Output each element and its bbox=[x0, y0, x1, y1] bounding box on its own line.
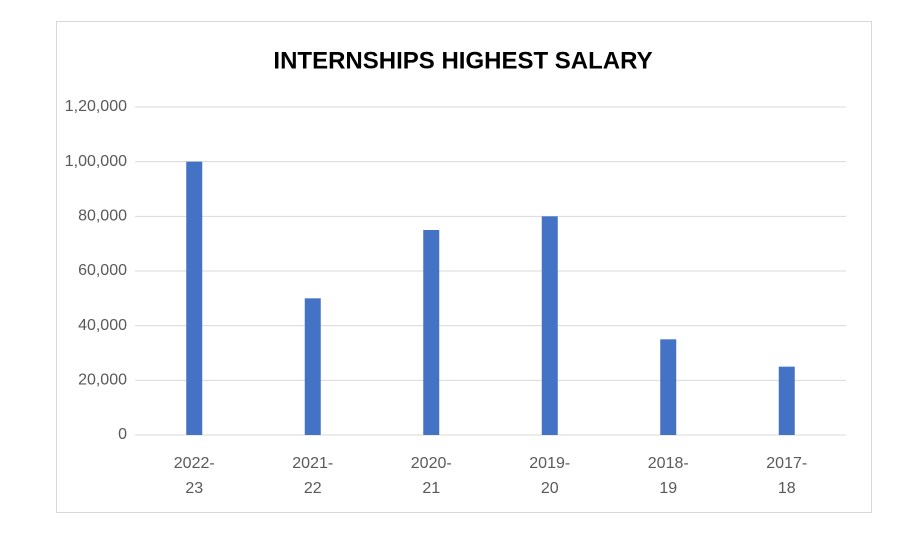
chart-title: INTERNSHIPS HIGHEST SALARY bbox=[273, 47, 652, 74]
y-tick-label: 1,20,000 bbox=[65, 98, 127, 115]
bar bbox=[304, 298, 321, 435]
bar bbox=[778, 366, 795, 435]
y-tick-label: 1,00,000 bbox=[65, 153, 127, 170]
x-tick-label: 2018-19 bbox=[648, 455, 689, 497]
x-tick-label: 2019-20 bbox=[529, 455, 570, 497]
bar bbox=[423, 230, 440, 435]
bar bbox=[541, 216, 558, 435]
bar bbox=[660, 339, 677, 435]
x-tick-label: 2021-22 bbox=[292, 455, 333, 497]
x-tick-label: 2022-23 bbox=[174, 455, 215, 497]
x-tick-label: 2017-18 bbox=[766, 455, 807, 497]
y-tick-label: 20,000 bbox=[78, 372, 127, 389]
y-tick-label: 60,000 bbox=[78, 262, 127, 279]
y-tick-label: 80,000 bbox=[78, 208, 127, 225]
x-tick-label: 2020-21 bbox=[411, 455, 452, 497]
chart-border bbox=[56, 21, 872, 513]
bar bbox=[186, 161, 203, 435]
y-tick-label: 40,000 bbox=[78, 317, 127, 334]
y-tick-label: 0 bbox=[118, 426, 127, 443]
